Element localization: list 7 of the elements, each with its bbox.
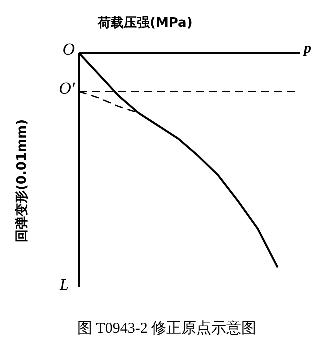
caption: 图 T0943-2 修正原点示意图 bbox=[76, 320, 258, 338]
text: L bbox=[60, 277, 69, 295]
text: O bbox=[62, 40, 75, 60]
text: O' bbox=[59, 78, 75, 99]
text: p bbox=[304, 41, 312, 58]
x-axis-title: 荷载压强(MPa) bbox=[98, 15, 193, 32]
y-axis-title: 回弹变形(0.01mm) bbox=[14, 120, 31, 243]
